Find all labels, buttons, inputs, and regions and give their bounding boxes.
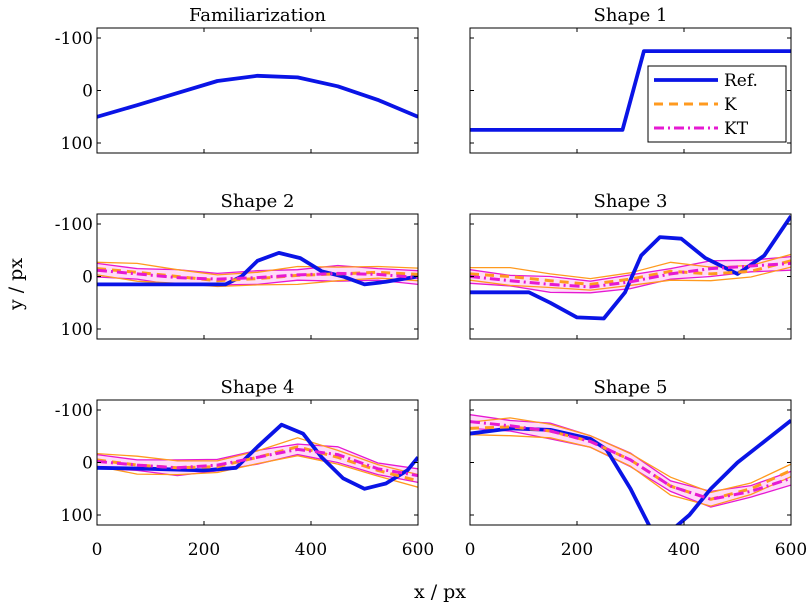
panel-shape4: Shape 4 -100 0 100 0 200 400 600 xyxy=(55,377,434,560)
k-band-upper xyxy=(97,437,418,476)
series-line-kt xyxy=(470,420,791,501)
series-line-kt xyxy=(470,261,791,289)
panel-frame xyxy=(96,27,419,154)
panel-title: Shape 1 xyxy=(593,5,667,26)
kt-band-upper xyxy=(470,255,791,282)
x-tick-label: 400 xyxy=(668,540,700,560)
plot-area xyxy=(470,215,791,321)
x-tick-label: 200 xyxy=(561,540,593,560)
series-line-k xyxy=(97,267,418,283)
panel-title: Shape 3 xyxy=(593,191,667,212)
y-tick-label: -100 xyxy=(55,215,93,235)
series-line-ref xyxy=(470,419,791,525)
x-tick-label: 0 xyxy=(465,540,476,560)
x-tick-label: 400 xyxy=(295,540,327,560)
kt-variability-band xyxy=(97,443,418,482)
kt-variability-band xyxy=(97,263,418,286)
legend-label: KT xyxy=(724,119,749,139)
y-tick-label: 100 xyxy=(61,320,93,340)
panel-title: Shape 2 xyxy=(220,191,294,212)
k-band-lower xyxy=(97,455,418,488)
k-band-upper xyxy=(470,417,791,494)
y-tick-label: 100 xyxy=(61,134,93,154)
series-line-ref xyxy=(470,215,791,321)
y-tick-label: -100 xyxy=(55,29,93,49)
x-tick-label: 0 xyxy=(92,540,103,560)
x-axis-label: x / px xyxy=(414,581,466,603)
k-band-lower xyxy=(470,434,791,507)
panel-title: Shape 4 xyxy=(220,377,294,398)
x-tick-label: 600 xyxy=(775,540,807,560)
series-line-ref xyxy=(97,251,418,287)
panel-shape2: Shape 2 -100 0 100 xyxy=(55,191,419,340)
series-line-ref xyxy=(97,422,418,491)
y-tick-label: 0 xyxy=(82,268,93,288)
y-axis-label: y / px xyxy=(5,258,27,311)
y-tick-label: 0 xyxy=(82,82,93,102)
plot-area xyxy=(97,73,418,119)
legend-label: Ref. xyxy=(724,71,758,91)
series-line-k xyxy=(97,445,418,483)
series-line-kt xyxy=(97,447,418,478)
y-tick-label: -100 xyxy=(55,401,93,421)
legend: Ref. K KT xyxy=(647,65,787,143)
x-tick-label: 600 xyxy=(402,540,434,560)
panel-shape1: Shape 1 xyxy=(469,5,792,154)
kt-band-upper xyxy=(97,262,418,275)
plot-area xyxy=(470,49,791,132)
panel-shape5: Shape 5 0 200 400 600 xyxy=(465,377,808,560)
y-tick-label: 0 xyxy=(82,454,93,474)
series-line-k xyxy=(470,259,791,286)
plot-area xyxy=(97,422,418,491)
k-band-lower xyxy=(470,266,791,291)
legend-label: K xyxy=(724,95,737,115)
k-band-lower xyxy=(97,274,418,288)
panel-title: Familiarization xyxy=(189,5,326,26)
panel-shape3: Shape 3 xyxy=(469,191,792,340)
panels: Familiarization -100 0 100 Shape 1 Shape 2 -10… xyxy=(55,5,807,560)
k-band-upper xyxy=(97,261,418,276)
panel-familiarization: Familiarization -100 0 100 xyxy=(55,5,419,154)
plot-area xyxy=(97,251,418,288)
plot-area xyxy=(470,414,791,525)
panel-title: Shape 5 xyxy=(593,377,667,398)
series-line-ref xyxy=(97,73,418,119)
series-line-ref xyxy=(470,49,791,132)
x-tick-label: 200 xyxy=(188,540,220,560)
series-line-kt xyxy=(97,268,418,281)
y-tick-label: 100 xyxy=(61,506,93,526)
